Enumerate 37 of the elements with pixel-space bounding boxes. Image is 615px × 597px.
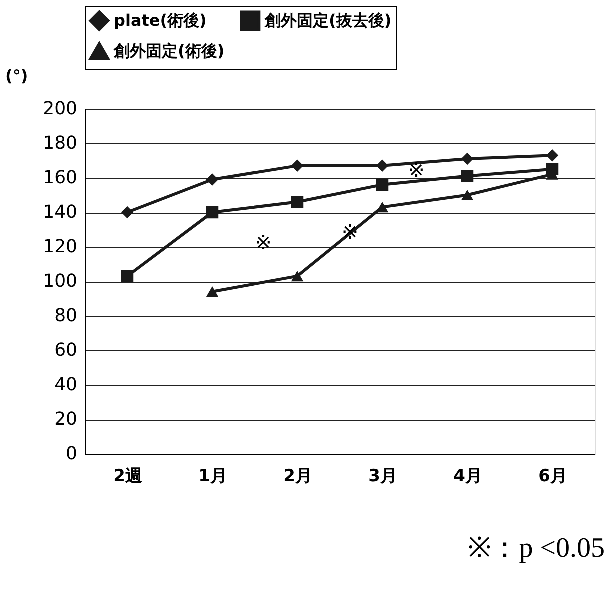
point (291, 271, 304, 282)
point (376, 178, 389, 192)
x-tick-label: 3月 (368, 466, 398, 486)
annotation: ※ (408, 158, 425, 182)
x-tick-label: 6月 (538, 466, 568, 486)
point (206, 174, 219, 186)
y-tick-label: 100 (43, 271, 78, 292)
point (546, 149, 559, 162)
x-tick-label: 2週 (114, 466, 142, 486)
y-tick-label: 80 (54, 306, 78, 326)
point (121, 270, 134, 282)
point (461, 152, 474, 166)
y-tick-label: 40 (54, 374, 78, 396)
legend-label: 創外固定(抜去後) (264, 10, 392, 30)
point (461, 170, 474, 182)
point (291, 196, 304, 208)
y-tick-label: 20 (54, 409, 78, 430)
y-tick-label: 60 (54, 340, 78, 361)
y-tick-label: 160 (43, 168, 78, 188)
point (376, 160, 389, 172)
text: ※：p <0.05 (468, 533, 605, 564)
x-tick-label: 2月 (284, 466, 312, 486)
y-axis-title: (°) (6, 66, 28, 86)
legend-label: 創外固定(術後) (113, 42, 225, 60)
point (121, 206, 134, 219)
x-tick-label: 1月 (198, 466, 228, 486)
y-tick-label: 0 (66, 444, 78, 464)
x-tick-label: 4月 (454, 466, 482, 486)
y-tick-label: 200 (43, 98, 78, 120)
legend-label: plate(術後) (114, 10, 207, 30)
y-tick-label: 180 (43, 133, 78, 154)
y-tick-label: 140 (43, 202, 78, 223)
y-tick-label: 120 (43, 236, 78, 258)
point (291, 160, 304, 172)
point (206, 286, 219, 298)
point (461, 190, 474, 201)
point (206, 206, 219, 219)
